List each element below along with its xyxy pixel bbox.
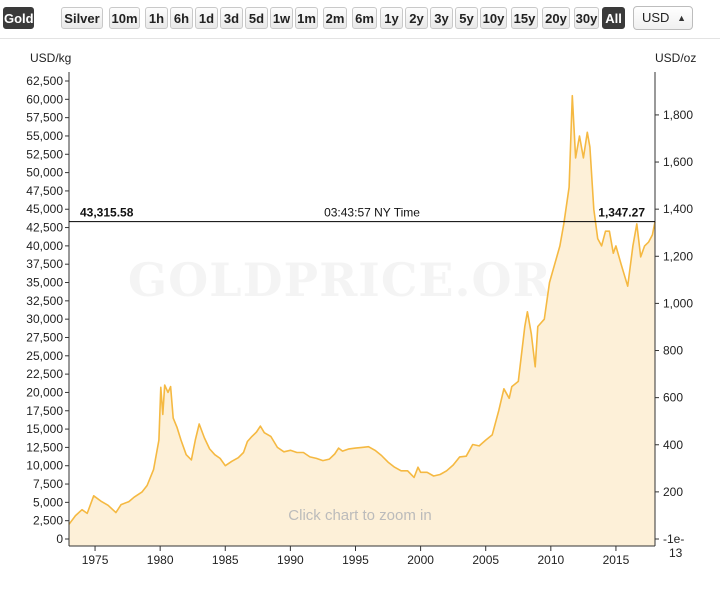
right-tick-label: 200	[663, 485, 683, 499]
left-tick-label: 12,500	[26, 440, 63, 454]
left-tick-label: 52,500	[26, 147, 63, 161]
zoom-hint: Click chart to zoom in	[288, 507, 431, 524]
left-tick-label: 42,500	[26, 221, 63, 235]
range-button-1y[interactable]: 1y	[380, 7, 403, 29]
price-line	[68, 94, 656, 525]
range-button-6h[interactable]: 6h	[170, 7, 193, 29]
range-button-6m[interactable]: 6m	[352, 7, 377, 29]
price-area-fill	[69, 95, 655, 546]
left-tick-label: 55,000	[26, 129, 63, 143]
range-button-1d[interactable]: 1d	[195, 7, 218, 29]
left-tick-label: 57,500	[26, 111, 63, 125]
left-unit-label: USD/kg	[30, 51, 71, 65]
range-button-15y[interactable]: 15y	[511, 7, 538, 29]
left-tick-label: 5,000	[33, 495, 63, 509]
watermark: GOLDPRICE.ORG	[128, 253, 592, 307]
x-tick-label: 2015	[603, 553, 630, 567]
chevron-updown-icon: ▲	[677, 13, 686, 23]
right-tick-label: -1e-13	[663, 532, 684, 560]
range-button-5y[interactable]: 5y	[455, 7, 478, 29]
currency-select[interactable]: USD ▲	[633, 6, 693, 30]
x-tick-label: 2000	[407, 553, 434, 567]
range-button-3y[interactable]: 3y	[430, 7, 453, 29]
toolbar-divider	[0, 38, 720, 39]
metal-button-silver[interactable]: Silver	[61, 7, 103, 29]
left-tick-label: 10,000	[26, 459, 63, 473]
x-tick-label: 1980	[147, 553, 174, 567]
left-tick-label: 50,000	[26, 166, 63, 180]
left-tick-label: 20,000	[26, 385, 63, 399]
x-tick-label: 1985	[212, 553, 239, 567]
left-tick-label: 22,500	[26, 367, 63, 381]
left-tick-label: 7,500	[33, 477, 63, 491]
range-button-20y[interactable]: 20y	[542, 7, 570, 29]
left-tick-label: 40,000	[26, 239, 63, 253]
left-tick-label: 15,000	[26, 422, 63, 436]
x-tick-label: 2010	[537, 553, 564, 567]
right-tick-label: 400	[663, 438, 683, 452]
left-tick-label: 35,000	[26, 276, 63, 290]
toolbar: Gold Silver 10m 1h 6h 1d 3d 5d 1w 1m 2m 6m 1y 2y 3y 5y 1…	[0, 0, 720, 36]
x-tick-label: 2005	[472, 553, 499, 567]
left-tick-label: 62,500	[26, 74, 63, 88]
right-tick-label: 600	[663, 391, 683, 405]
x-tick-label: 1975	[82, 553, 109, 567]
currency-value: USD	[642, 10, 670, 25]
range-button-10m[interactable]: 10m	[109, 7, 140, 29]
left-tick-label: 25,000	[26, 349, 63, 363]
left-tick-label: 17,500	[26, 404, 63, 418]
right-tick-label: 1,600	[663, 155, 693, 169]
metal-button-gold[interactable]: Gold	[3, 7, 34, 29]
range-button-3d[interactable]: 3d	[220, 7, 243, 29]
left-tick-label: 2,500	[33, 514, 63, 528]
right-tick-label: 1,800	[663, 108, 693, 122]
range-button-1w[interactable]: 1w	[270, 7, 293, 29]
right-tick-label: 1,000	[663, 296, 693, 310]
x-tick-label: 1990	[277, 553, 304, 567]
left-tick-label: 47,500	[26, 184, 63, 198]
right-tick-label: 800	[663, 344, 683, 358]
left-tick-label: 0	[56, 532, 63, 546]
range-button-5d[interactable]: 5d	[245, 7, 268, 29]
x-tick-label: 1995	[342, 553, 369, 567]
left-tick-label: 37,500	[26, 257, 63, 271]
range-button-30y[interactable]: 30y	[574, 7, 599, 29]
range-button-all[interactable]: All	[602, 7, 625, 29]
left-tick-label: 60,000	[26, 92, 63, 106]
crosshair-time: 03:43:57 NY Time	[324, 206, 420, 220]
right-unit-label: USD/oz	[655, 51, 696, 65]
range-button-10y[interactable]: 10y	[480, 7, 507, 29]
left-tick-label: 27,500	[26, 330, 63, 344]
range-button-1m[interactable]: 1m	[295, 7, 318, 29]
range-button-2y[interactable]: 2y	[405, 7, 428, 29]
crosshair-left-value: 43,315.58	[80, 206, 134, 220]
left-tick-label: 32,500	[26, 294, 63, 308]
crosshair-right-value: 1,347.27	[598, 206, 645, 220]
range-button-2m[interactable]: 2m	[323, 7, 347, 29]
left-tick-label: 45,000	[26, 202, 63, 216]
range-button-1h[interactable]: 1h	[145, 7, 168, 29]
left-tick-label: 30,000	[26, 312, 63, 326]
right-tick-label: 1,400	[663, 202, 693, 216]
right-tick-label: 1,200	[663, 249, 693, 263]
